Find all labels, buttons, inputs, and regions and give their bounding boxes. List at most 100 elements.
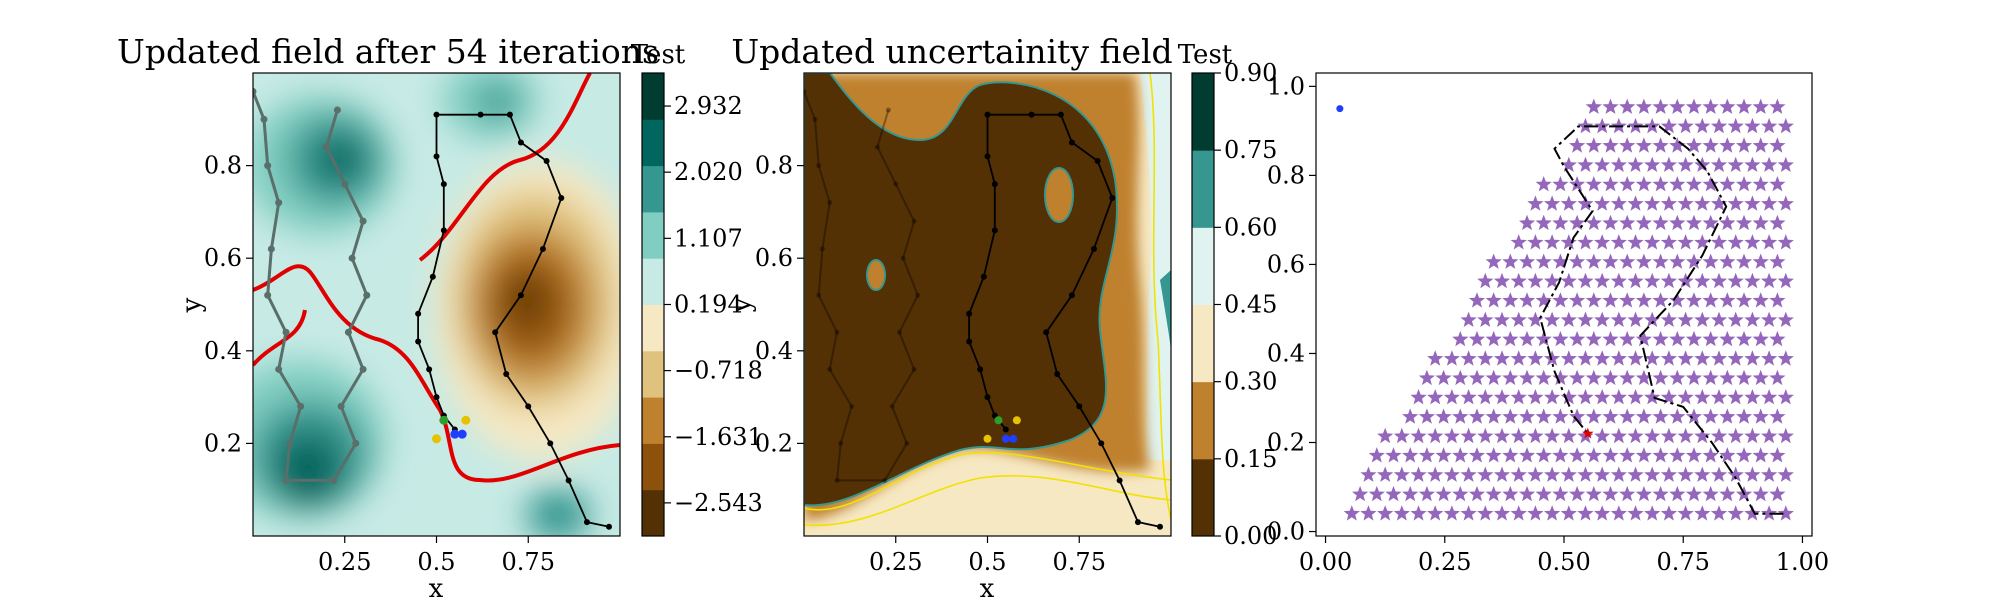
grid-star bbox=[1485, 485, 1502, 502]
grid-star bbox=[1460, 466, 1477, 482]
current-path-waypoint bbox=[558, 195, 565, 202]
grid-star bbox=[1577, 234, 1594, 250]
colorbar-tick-label: 0.194 bbox=[674, 291, 743, 319]
grid-star bbox=[1652, 214, 1669, 231]
grid-star bbox=[1727, 234, 1744, 250]
uncertainty-x-ticks: 0.25 0.5 0.75 bbox=[869, 536, 1106, 576]
grid-star bbox=[1752, 98, 1769, 114]
current-path-waypoint bbox=[543, 157, 550, 164]
grid-star bbox=[1669, 214, 1686, 231]
previous-path-waypoint bbox=[260, 115, 268, 123]
grid-star bbox=[1627, 234, 1644, 250]
x-tick-label: 0.75 bbox=[1053, 548, 1106, 576]
grid-star bbox=[1519, 408, 1536, 424]
previous-path-waypoint bbox=[253, 88, 257, 96]
grid-star bbox=[1594, 234, 1611, 250]
grid-star bbox=[1669, 253, 1686, 269]
grid-star bbox=[1777, 234, 1794, 250]
grid-star bbox=[1652, 330, 1669, 347]
grid-star bbox=[1719, 253, 1736, 269]
previous-path-waypoint bbox=[267, 245, 275, 253]
grid-star bbox=[1560, 350, 1577, 366]
grid-star bbox=[1769, 214, 1786, 231]
previous-path-faded-waypoint bbox=[834, 329, 840, 335]
grid-star bbox=[1777, 156, 1794, 172]
grid-star bbox=[1602, 214, 1619, 231]
colorbar-band bbox=[642, 443, 664, 491]
grid-star bbox=[1502, 485, 1519, 502]
grid-star bbox=[1427, 505, 1444, 521]
grid-star bbox=[1569, 330, 1586, 347]
grid-star bbox=[1685, 369, 1702, 386]
grid-star bbox=[1502, 330, 1519, 347]
grid-star bbox=[1527, 389, 1544, 405]
grid-star bbox=[1527, 466, 1544, 482]
grid-star bbox=[1435, 369, 1452, 386]
grid-star bbox=[1510, 350, 1527, 366]
grid-star bbox=[1360, 466, 1377, 482]
previous-path-waypoint bbox=[359, 217, 367, 225]
grid-star bbox=[1652, 176, 1669, 192]
uncertainty-panel: Updated uncertainity field 0.25 0.5 0.75 0… bbox=[727, 32, 1277, 600]
previous-path-faded-waypoint bbox=[889, 403, 895, 409]
candidate-grid-stars bbox=[1343, 98, 1794, 521]
grid-star bbox=[1685, 176, 1702, 192]
grid-star bbox=[1736, 176, 1753, 192]
grid-star bbox=[1744, 466, 1761, 482]
grid-star bbox=[1769, 253, 1786, 269]
grid-star bbox=[1652, 447, 1669, 463]
grid-star bbox=[1577, 272, 1594, 289]
grid-star bbox=[1552, 292, 1569, 308]
grid-star bbox=[1710, 466, 1728, 482]
grid-star bbox=[1477, 505, 1494, 521]
grid-star bbox=[1727, 466, 1744, 482]
grid-star bbox=[1569, 447, 1586, 463]
grid-star bbox=[1402, 447, 1419, 463]
colorbar-tick-label: 0.90 bbox=[1224, 59, 1277, 87]
grid-star bbox=[1610, 195, 1627, 211]
grid-star bbox=[1710, 195, 1728, 211]
grid-star bbox=[1402, 485, 1419, 502]
grid-star bbox=[1577, 156, 1594, 172]
grid-star bbox=[1660, 466, 1677, 482]
grid-star bbox=[1710, 505, 1728, 521]
grid-star bbox=[1594, 156, 1611, 172]
uncertainty-colorbar-title: Test bbox=[1178, 40, 1233, 70]
grid-star bbox=[1460, 350, 1477, 366]
previous-path-waypoint bbox=[297, 402, 305, 410]
grid-star bbox=[1594, 272, 1611, 289]
grid-star bbox=[1677, 234, 1694, 250]
grid-star bbox=[1427, 466, 1444, 482]
grid-star bbox=[1577, 466, 1594, 482]
previous-path-faded-waypoint bbox=[893, 181, 899, 187]
grid-star bbox=[1493, 505, 1511, 521]
grid-star bbox=[1677, 505, 1694, 521]
grid-star bbox=[1519, 292, 1536, 308]
grid-star bbox=[1544, 505, 1561, 521]
grid-star bbox=[1594, 350, 1611, 366]
grid-star bbox=[1477, 466, 1494, 482]
marker-point bbox=[432, 434, 441, 444]
grid-star bbox=[1685, 408, 1702, 424]
grid-star bbox=[1569, 408, 1586, 424]
grid-star bbox=[1577, 311, 1594, 327]
current-path-waypoint bbox=[991, 227, 998, 234]
grid-star bbox=[1560, 272, 1577, 289]
grid-star bbox=[1477, 350, 1494, 366]
grid-star bbox=[1619, 253, 1636, 269]
grid-star bbox=[1660, 117, 1677, 134]
grid-star bbox=[1702, 292, 1719, 308]
grid-star bbox=[1669, 292, 1686, 308]
grid-star bbox=[1635, 485, 1652, 502]
grid-star bbox=[1594, 505, 1611, 521]
grid-star bbox=[1560, 234, 1577, 250]
grid-star bbox=[1669, 408, 1686, 424]
field-marker-points bbox=[432, 415, 471, 444]
grid-star bbox=[1727, 389, 1744, 405]
grid-star bbox=[1685, 330, 1702, 347]
grid-star bbox=[1727, 427, 1744, 444]
current-path-waypoint bbox=[1134, 519, 1141, 526]
start-point bbox=[1336, 105, 1344, 113]
grid-star bbox=[1552, 214, 1569, 231]
current-path-waypoint bbox=[415, 338, 422, 345]
